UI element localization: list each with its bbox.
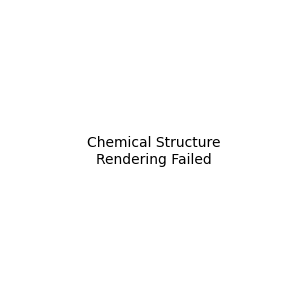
Text: Chemical Structure
Rendering Failed: Chemical Structure Rendering Failed (87, 136, 220, 166)
